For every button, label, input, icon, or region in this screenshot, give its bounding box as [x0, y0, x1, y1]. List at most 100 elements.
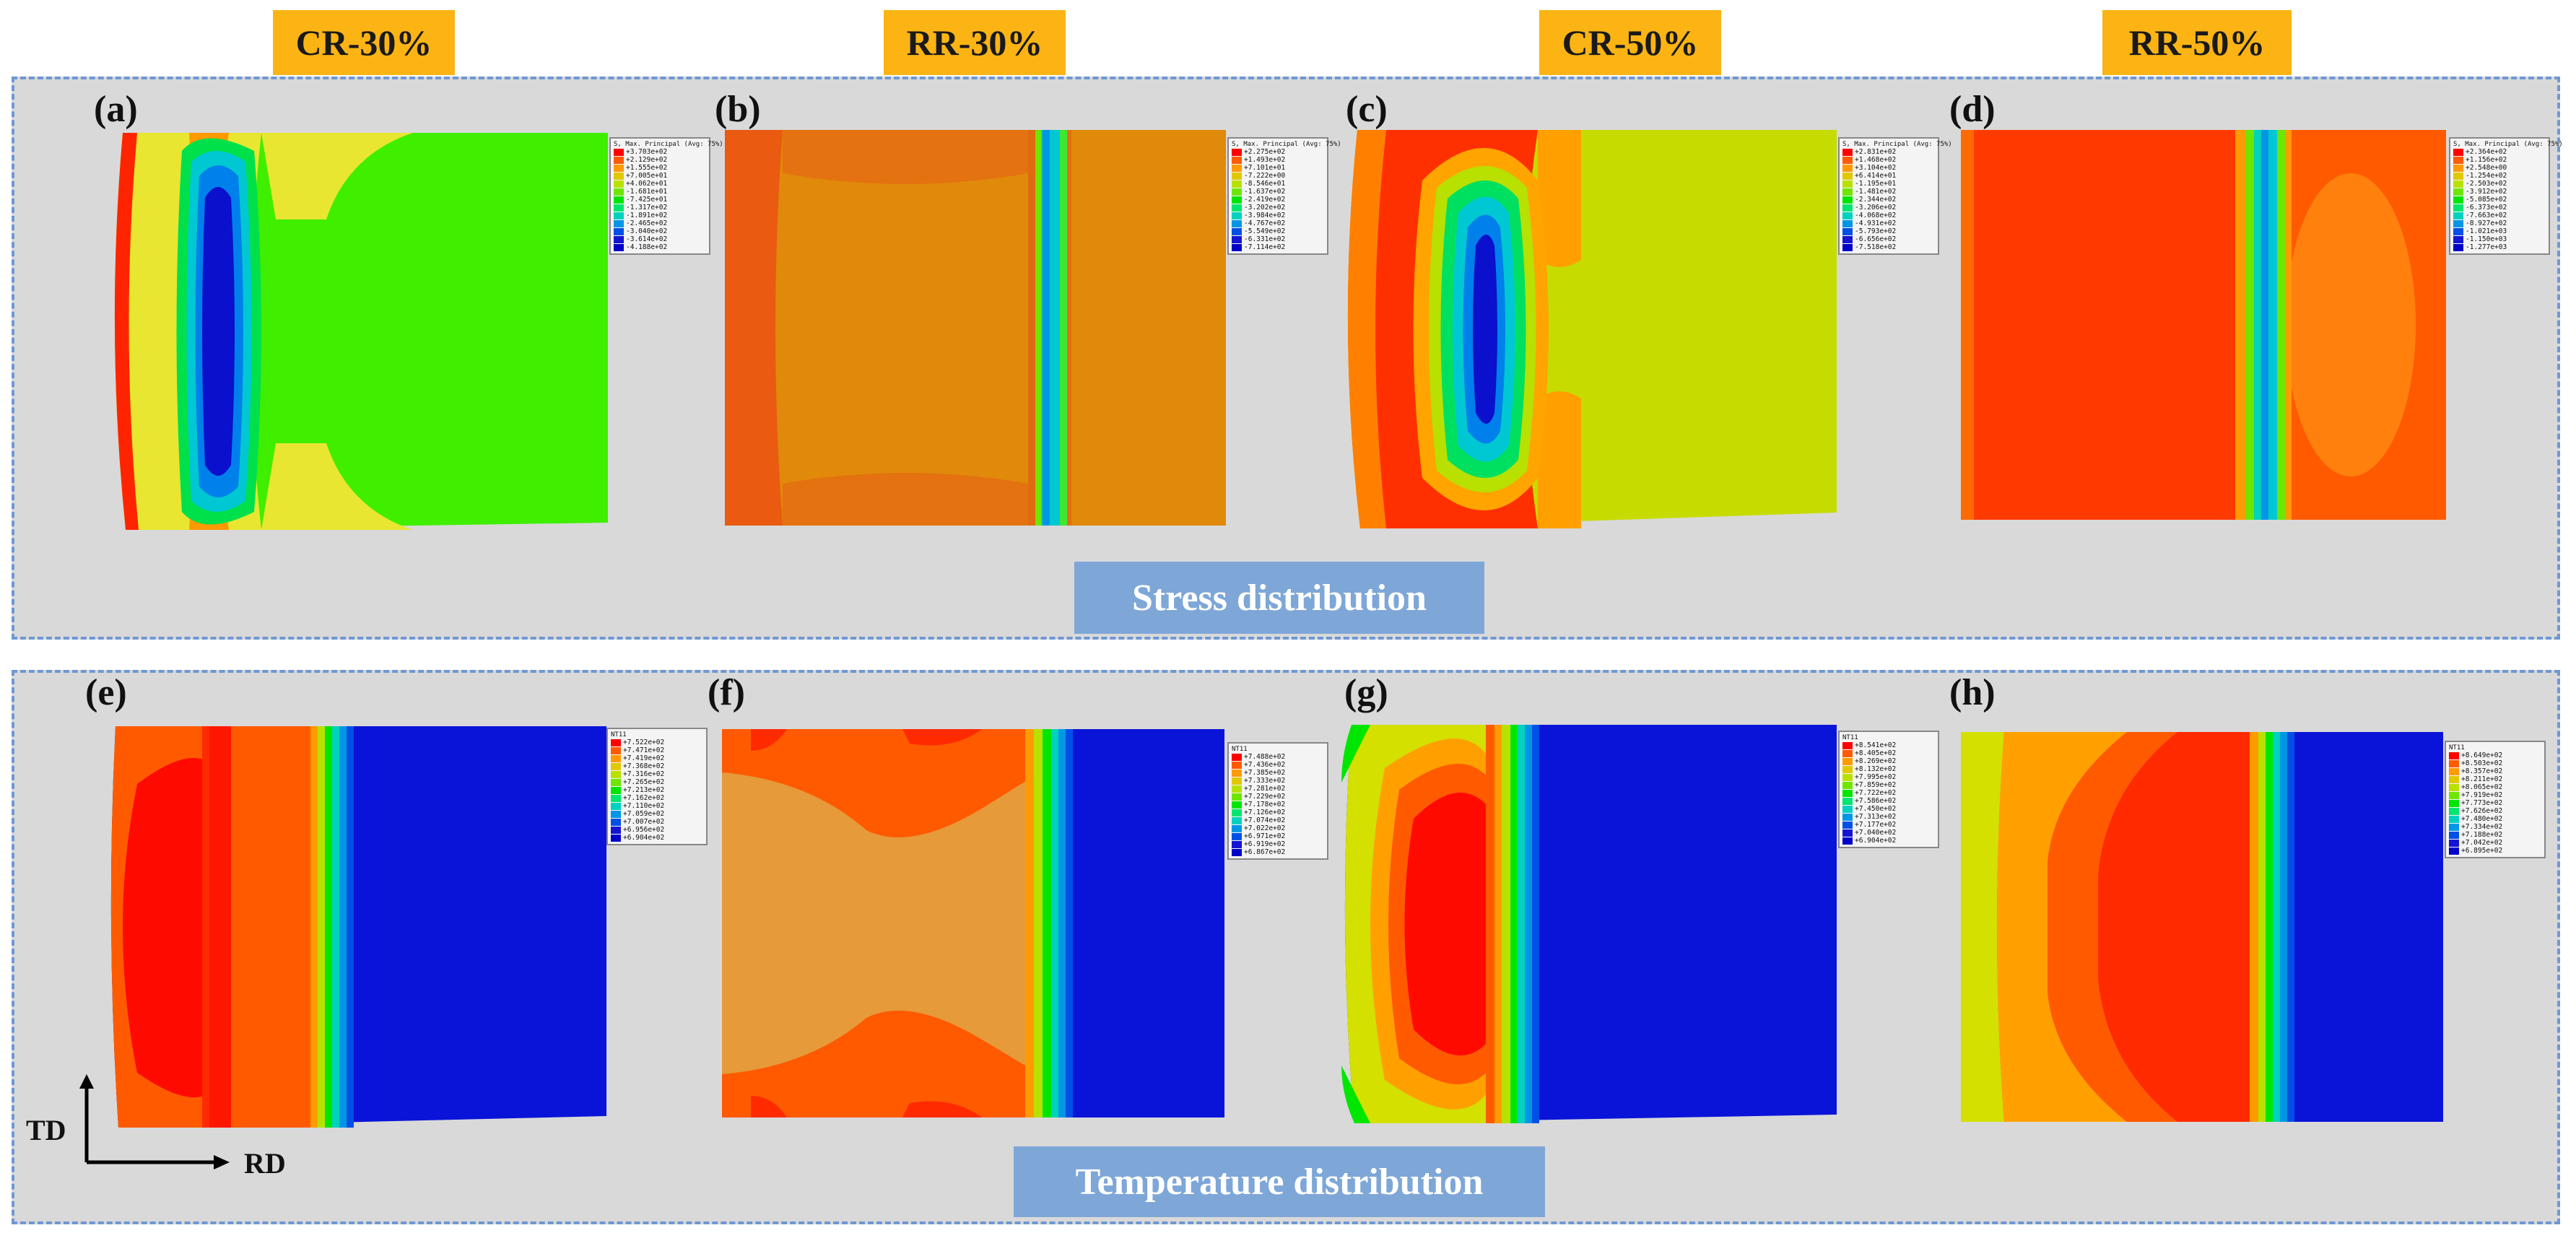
legend-entry: +1.468e+02	[1842, 156, 1935, 164]
legend-swatch	[1842, 813, 1853, 821]
legend-entry: +6.919e+02	[1232, 840, 1324, 848]
legend-entry: +8.357e+02	[2449, 767, 2541, 775]
legend-swatch	[1842, 765, 1853, 773]
legend-swatch	[614, 227, 624, 235]
legend-swatch	[2449, 751, 2459, 759]
legend-swatch	[1232, 164, 1242, 172]
legend-value: +7.042e+02	[2461, 839, 2503, 847]
legend-entry: -1.150e+03	[2453, 235, 2546, 243]
legend-swatch	[611, 818, 621, 826]
legend-swatch	[1842, 781, 1853, 789]
legend-swatch	[614, 180, 624, 188]
legend-swatch	[1232, 761, 1242, 769]
legend-entry: +2.364e+02	[2453, 148, 2546, 156]
legend-value: -6.373e+02	[2466, 204, 2507, 212]
legend-entry: -3.206e+02	[1842, 204, 1935, 212]
legend-swatch	[611, 762, 621, 770]
legend-entry: -8.927e+02	[2453, 219, 2546, 227]
legend-swatch	[2449, 807, 2459, 815]
legend-swatch	[2453, 243, 2463, 251]
panel-label-h: (h)	[1949, 672, 1996, 713]
legend-swatch	[1842, 196, 1853, 204]
legend-entry: +7.333e+02	[1232, 777, 1324, 785]
legend-swatch	[2449, 799, 2459, 807]
legend-value: +7.126e+02	[1244, 809, 1286, 816]
legend-swatch	[611, 786, 621, 794]
legend-swatch	[614, 148, 624, 156]
legend-swatch	[2449, 783, 2459, 791]
legend-value: +7.213e+02	[623, 786, 665, 794]
legend-swatch	[2453, 148, 2463, 156]
legend-value: -7.663e+02	[2466, 212, 2507, 219]
legend-entry: -2.465e+02	[614, 219, 706, 227]
legend-value: -8.546e+01	[1244, 180, 1286, 188]
header-cr-30: CR-30%	[273, 10, 455, 75]
legend-entry: -2.503e+02	[2453, 180, 2546, 188]
legend-value: -2.344e+02	[1855, 196, 1897, 204]
legend-entry: -6.373e+02	[2453, 204, 2546, 212]
legend-entry: -6.656e+02	[1842, 235, 1935, 243]
temperature-legend-e: NT11 +7.522e+02 +7.471e+02 +7.419e+02 +7.36…	[606, 728, 708, 845]
legend-swatch	[2449, 823, 2459, 831]
legend-swatch	[614, 164, 624, 172]
legend-value: +8.503e+02	[2461, 759, 2503, 767]
legend-swatch	[1232, 816, 1242, 824]
legend-swatch	[1232, 793, 1242, 801]
legend-entry: +6.867e+02	[1232, 848, 1324, 856]
legend-entry: +7.074e+02	[1232, 816, 1324, 824]
legend-swatch	[2453, 212, 2463, 219]
legend-value: -1.681e+01	[626, 188, 668, 196]
legend-swatch	[1232, 824, 1242, 832]
legend-value: +7.586e+02	[1855, 797, 1897, 805]
legend-value: -2.419e+02	[1244, 196, 1286, 204]
legend-entry: +4.062e+01	[614, 180, 706, 188]
legend-value: -6.656e+02	[1855, 235, 1897, 243]
legend-swatch	[2453, 235, 2463, 243]
legend-entry: -2.344e+02	[1842, 196, 1935, 204]
legend-swatch	[1232, 785, 1242, 793]
legend-entry: +2.548e+00	[2453, 164, 2546, 172]
legend-title: S, Max. Principal (Avg: 75%)	[614, 141, 723, 148]
legend-value: -2.465e+02	[626, 219, 668, 227]
legend-swatch	[1842, 212, 1853, 219]
legend-value: +7.110e+02	[623, 802, 665, 810]
legend-entry: +7.213e+02	[611, 786, 703, 794]
legend-entry: -3.040e+02	[614, 227, 706, 235]
legend-value: -1.891e+02	[626, 212, 668, 219]
legend-value: +1.156e+02	[2466, 156, 2507, 164]
legend-entry: +7.626e+02	[2449, 807, 2541, 815]
legend-swatch	[2449, 775, 2459, 783]
stress-contour-c	[1347, 130, 1837, 528]
legend-entry: +8.541e+02	[1842, 741, 1935, 749]
legend-entry: -1.681e+01	[614, 188, 706, 196]
legend-value: -1.021e+03	[2466, 227, 2507, 235]
legend-swatch	[1232, 235, 1242, 243]
legend-swatch	[2453, 188, 2463, 196]
legend-swatch	[614, 219, 624, 227]
legend-value: -7.114e+02	[1244, 243, 1286, 251]
panel-label-d: (d)	[1949, 89, 1996, 130]
legend-rows: +2.364e+02 +1.156e+02 +2.548e+00 -1.254e+02…	[2453, 148, 2546, 251]
legend-value: +2.275e+02	[1244, 148, 1286, 156]
legend-swatch	[1232, 172, 1242, 180]
legend-swatch	[1232, 204, 1242, 212]
legend-value: -3.912e+02	[2466, 188, 2507, 196]
legend-value: -7.222e+00	[1244, 172, 1286, 180]
legend-entry: +7.773e+02	[2449, 799, 2541, 807]
legend-value: +8.065e+02	[2461, 783, 2503, 791]
legend-rows: +7.488e+02 +7.436e+02 +7.385e+02 +7.333e+02…	[1232, 753, 1324, 856]
legend-value: +7.007e+02	[623, 818, 665, 826]
legend-swatch	[2449, 759, 2459, 767]
legend-value: +7.626e+02	[2461, 807, 2503, 815]
legend-swatch	[614, 235, 624, 243]
panel-label-b: (b)	[715, 89, 761, 130]
legend-entry: -4.068e+02	[1842, 212, 1935, 219]
legend-entry: +8.132e+02	[1842, 765, 1935, 773]
legend-swatch	[611, 802, 621, 810]
legend-value: +7.919e+02	[2461, 791, 2503, 799]
legend-swatch	[1842, 156, 1853, 164]
legend-entry: -1.891e+02	[614, 212, 706, 219]
legend-entry: -1.021e+03	[2453, 227, 2546, 235]
header-rr-30: RR-30%	[884, 10, 1066, 75]
legend-entry: +7.859e+02	[1842, 781, 1935, 789]
